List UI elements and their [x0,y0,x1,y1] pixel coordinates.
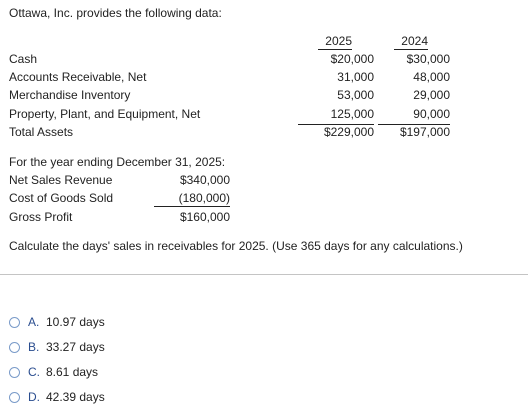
option-text: 10.97 days [46,315,105,329]
income-label-gross-profit: Gross Profit [9,210,73,224]
row-2025-inventory: 53,000 [337,88,374,102]
row-2025-receivables: 31,000 [337,70,374,84]
row-2024-cash: $30,000 [406,52,450,66]
row-2024-ppe: 90,000 [413,107,450,121]
divider [0,274,528,275]
option-text: 8.61 days [46,365,99,379]
income-value-gross-profit: $160,000 [179,210,230,224]
radio-button-icon[interactable] [9,366,20,378]
intro-text: Ottawa, Inc. provides the following data… [9,6,222,20]
row-label-inventory: Merchandise Inventory [9,88,131,102]
row-2024-receivables: 48,000 [413,70,450,84]
header-2024: 2024 [394,34,428,50]
radio-button-icon[interactable] [9,341,20,353]
income-label-sales: Net Sales Revenue [9,173,113,187]
question-text: Calculate the days' sales in receivables… [9,239,463,253]
header-2025: 2025 [318,34,352,50]
option-a[interactable]: A. 10.97 days [9,314,105,330]
option-letter: D. [28,390,40,404]
row-2025-cash: $20,000 [330,52,374,66]
row-2025-ppe: 125,000 [330,107,374,121]
option-letter: A. [28,315,40,329]
option-letter: B. [28,340,40,354]
income-label-cogs: Cost of Goods Sold [9,191,114,205]
row-2025-total-assets: $229,000 [298,124,374,139]
row-2024-inventory: 29,000 [413,88,450,102]
radio-button-icon[interactable] [9,391,20,403]
option-d[interactable]: D. 42.39 days [9,389,105,405]
income-value-sales: $340,000 [179,173,230,187]
option-b[interactable]: B. 33.27 days [9,339,105,355]
income-value-cogs: (180,000) [154,191,230,207]
row-label-total-assets: Total Assets [9,125,74,139]
row-label-cash: Cash [9,52,38,66]
option-c[interactable]: C. 8.61 days [9,364,98,380]
option-text: 33.27 days [46,340,105,354]
option-text: 42.39 days [46,390,105,404]
radio-button-icon[interactable] [9,316,20,328]
income-heading: For the year ending December 31, 2025: [9,155,226,169]
row-label-receivables: Accounts Receivable, Net [9,70,147,84]
row-2024-total-assets: $197,000 [378,124,450,139]
row-label-ppe: Property, Plant, and Equipment, Net [9,107,201,121]
option-letter: C. [28,365,40,379]
